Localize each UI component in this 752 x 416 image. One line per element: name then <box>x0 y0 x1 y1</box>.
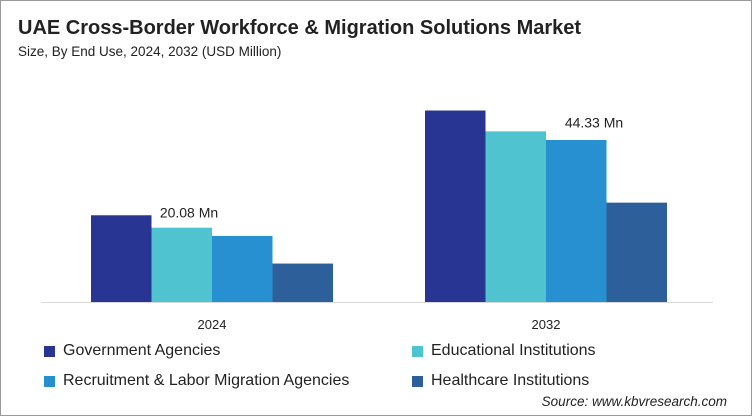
legend-label: Recruitment & Labor Migration Agencies <box>63 372 350 389</box>
source-note: Source: www.kbvresearch.com <box>541 394 727 409</box>
legend-item-recruitment: Recruitment & Labor Migration Agencies <box>44 372 349 390</box>
bar-2024-2 <box>212 235 273 302</box>
legend-item-healthcare: Healthcare Institutions <box>412 372 589 390</box>
chart-title: UAE Cross-Border Workforce & Migration S… <box>18 17 582 39</box>
bar-2032-0 <box>425 110 486 302</box>
legend-swatch <box>412 375 423 387</box>
legend-swatch <box>44 345 55 357</box>
bar-2024-0 <box>91 215 152 302</box>
bar-2032-2 <box>546 140 607 302</box>
bar-2024-3 <box>272 263 333 302</box>
legend-label: Educational Institutions <box>431 342 596 359</box>
bar-2032-3 <box>606 202 667 302</box>
chart-subtitle: Size, By End Use, 2024, 2032 (USD Millio… <box>18 44 282 59</box>
legend-item-government: Government Agencies <box>44 342 220 360</box>
x-tick-label: 2032 <box>532 317 561 332</box>
data-label: 20.08 Mn <box>160 204 218 220</box>
x-tick-label: 2024 <box>198 317 227 332</box>
legend-swatch <box>412 345 423 357</box>
legend-label: Government Agencies <box>63 342 221 359</box>
bar-2032-1 <box>485 131 546 302</box>
data-label: 44.33 Mn <box>565 115 623 131</box>
legend-swatch <box>44 375 55 387</box>
legend-label: Healthcare Institutions <box>431 372 590 389</box>
bar-2024-1 <box>151 227 212 302</box>
legend-item-educational: Educational Institutions <box>412 342 596 360</box>
